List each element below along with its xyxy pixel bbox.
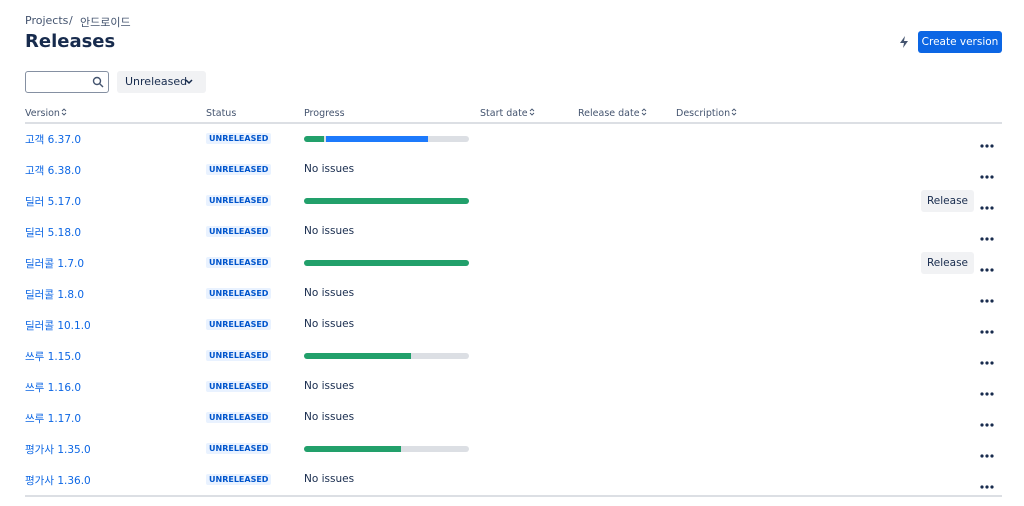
more-actions-button[interactable] [979, 476, 995, 489]
progress-empty-text: No issues [304, 380, 355, 392]
table-bottom-divider [25, 495, 1002, 497]
version-link[interactable]: 고객 6.38.0 [25, 165, 82, 177]
search-input[interactable] [25, 71, 109, 93]
more-actions-button[interactable] [979, 321, 995, 334]
column-header: Progress [304, 108, 345, 119]
column-header[interactable]: Version [25, 108, 67, 119]
release-button[interactable]: Release [921, 190, 974, 212]
progress-empty-text: No issues [304, 225, 355, 237]
progress-empty-text: No issues [304, 287, 355, 299]
more-actions-button[interactable] [979, 352, 995, 365]
release-button[interactable]: Release [921, 252, 974, 274]
version-link[interactable]: 딜러콜 10.1.0 [25, 320, 91, 332]
column-header[interactable]: Description [676, 108, 737, 119]
progress-empty-text: No issues [304, 163, 355, 175]
more-actions-button[interactable] [979, 445, 995, 458]
status-lozenge: UNRELEASED [206, 133, 272, 144]
progress-bar [304, 446, 469, 452]
breadcrumb-link[interactable]: 안드로이드 [80, 16, 131, 29]
more-actions-button[interactable] [979, 290, 995, 303]
status-filter[interactable]: Unreleased [117, 71, 206, 93]
progress-bar [304, 353, 469, 359]
progress-in-progress [325, 136, 429, 142]
status-lozenge: UNRELEASED [206, 319, 272, 330]
progress-done [304, 260, 469, 266]
sort-icon [61, 108, 67, 116]
progress-done [304, 136, 324, 142]
more-actions-button[interactable] [979, 383, 995, 396]
status-lozenge: UNRELEASED [206, 195, 272, 206]
automation-icon[interactable] [898, 35, 910, 49]
status-lozenge: UNRELEASED [206, 164, 272, 175]
status-filter-label: Unreleased [125, 75, 188, 88]
version-link[interactable]: 딜러 5.18.0 [25, 227, 82, 239]
more-actions-button[interactable] [979, 228, 995, 241]
sort-icon [641, 108, 646, 116]
page-title: Releases [25, 31, 116, 52]
progress-empty-text: No issues [304, 473, 355, 485]
version-link[interactable]: 평가사 1.36.0 [25, 475, 91, 487]
version-link[interactable]: 딜러콜 1.7.0 [25, 258, 85, 270]
progress-done [304, 198, 469, 204]
version-link[interactable]: 평가사 1.35.0 [25, 444, 91, 456]
status-lozenge: UNRELEASED [206, 257, 272, 268]
progress-bar [304, 260, 469, 266]
progress-empty-text: No issues [304, 318, 355, 330]
progress-done [304, 446, 402, 452]
version-link[interactable]: 쓰루 1.15.0 [25, 351, 82, 363]
status-lozenge: UNRELEASED [206, 381, 272, 392]
breadcrumb-link[interactable]: Projects [25, 14, 69, 27]
sort-icon [731, 108, 737, 116]
more-actions-button[interactable] [979, 135, 995, 148]
more-actions-button[interactable] [979, 166, 995, 179]
breadcrumb-separator: / [69, 14, 73, 27]
status-lozenge: UNRELEASED [206, 474, 272, 485]
progress-bar [304, 198, 469, 204]
status-lozenge: UNRELEASED [206, 288, 272, 299]
more-actions-button[interactable] [979, 414, 995, 427]
status-lozenge: UNRELEASED [206, 412, 272, 423]
more-actions-button[interactable] [979, 197, 995, 210]
status-lozenge: UNRELEASED [206, 226, 272, 237]
column-header[interactable]: Release date [578, 108, 647, 119]
version-link[interactable]: 딜러 5.17.0 [25, 196, 82, 208]
column-header: Status [206, 108, 237, 119]
status-lozenge: UNRELEASED [206, 443, 272, 454]
version-link[interactable]: 딜러콜 1.8.0 [25, 289, 85, 301]
create-version-button[interactable]: Create version [918, 31, 1002, 53]
status-lozenge: UNRELEASED [206, 350, 272, 361]
progress-done [304, 353, 412, 359]
progress-empty-text: No issues [304, 411, 355, 423]
header-divider [25, 122, 1002, 124]
search-icon [92, 76, 104, 88]
column-header[interactable]: Start date [480, 108, 535, 119]
version-link[interactable]: 고객 6.37.0 [25, 134, 82, 146]
chevron-icon [185, 79, 193, 85]
more-actions-button[interactable] [979, 259, 995, 272]
version-link[interactable]: 쓰루 1.17.0 [25, 413, 82, 425]
version-link[interactable]: 쓰루 1.16.0 [25, 382, 82, 394]
progress-bar [304, 136, 469, 142]
sort-icon [529, 108, 534, 116]
